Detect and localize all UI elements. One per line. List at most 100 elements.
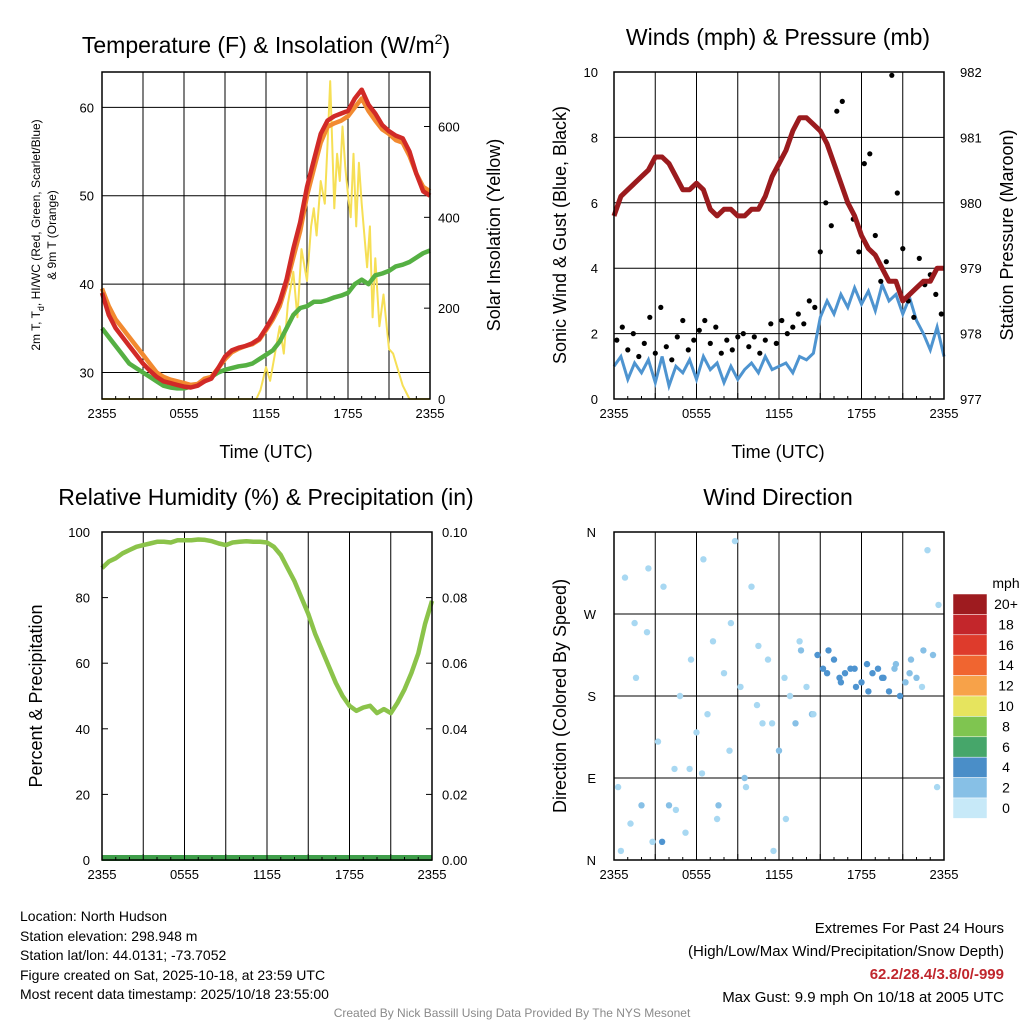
colorbar-label: 20+	[994, 596, 1018, 612]
colorbar-label: 4	[1002, 759, 1010, 775]
y2-tick-label: 0.02	[442, 787, 467, 802]
direction-point	[709, 638, 717, 645]
series-line-td	[100, 248, 431, 391]
series-line-solar-insolation	[102, 80, 430, 400]
humidity-ylabel: Percent & Precipitation	[26, 604, 46, 787]
gust-point	[806, 298, 812, 304]
direction-point	[823, 670, 831, 677]
gust-point	[757, 350, 763, 356]
colorbar-swatch	[952, 654, 988, 676]
direction-point	[672, 806, 680, 814]
y-tick-label: S	[587, 689, 596, 704]
direction-point	[621, 574, 629, 581]
gust-point	[817, 249, 823, 255]
direction-point	[796, 638, 803, 645]
direction-point	[741, 774, 748, 782]
extremes-info: Extremes For Past 24 Hours (High/Low/Max…	[688, 917, 1004, 1009]
y-tick-label: N	[587, 525, 596, 540]
x-tick-label: 1155	[765, 867, 793, 882]
direction-point	[700, 556, 707, 563]
direction-point	[759, 720, 766, 727]
gust-point	[625, 347, 631, 353]
direction-point	[837, 679, 845, 686]
direction-point	[781, 674, 788, 681]
colorbar-swatch	[952, 797, 988, 819]
recent-timestamp: Most recent data timestamp: 2025/10/18 2…	[20, 986, 329, 1002]
gust-point	[652, 350, 658, 356]
gust-point	[933, 291, 939, 297]
gust-point	[669, 357, 675, 363]
x-tick-label: 1755	[847, 406, 876, 421]
y2-tick-label: 977	[960, 392, 982, 407]
y-tick-label: 10	[584, 65, 598, 80]
gust-point	[729, 347, 735, 353]
direction-point	[920, 647, 927, 654]
direction-point	[907, 656, 915, 663]
gust-point	[856, 249, 862, 255]
y-tick-label: 8	[591, 130, 598, 145]
gust-point	[790, 324, 796, 330]
gust-point	[636, 353, 642, 360]
gust-point	[916, 255, 922, 261]
gust-point	[812, 304, 818, 310]
gust-point	[938, 311, 944, 317]
y-tick-label: 6	[591, 196, 598, 211]
direction-point	[726, 747, 733, 754]
gust-point	[784, 331, 790, 337]
direction-point	[658, 838, 666, 845]
temperature-title: Temperature (F) & Insolation (W/m2)	[82, 31, 450, 58]
direction-point	[727, 619, 735, 627]
direction-point	[935, 601, 942, 609]
direction-point	[797, 647, 805, 654]
y2-tick-label: 0.00	[442, 853, 467, 868]
direction-point	[878, 674, 886, 681]
colorbar-label: 0	[1002, 800, 1010, 816]
direction-point	[810, 711, 817, 718]
y-tick-label: 50	[80, 189, 94, 204]
extremes-description: (High/Low/Max Wind/Precipitation/Snow De…	[688, 943, 1004, 960]
direction-point	[892, 660, 900, 668]
y2-tick-label: 981	[960, 130, 982, 145]
direction-point	[913, 674, 920, 681]
colorbar-label: 8	[1002, 718, 1010, 734]
direction-point	[782, 815, 790, 823]
extremes-values: 62.2/28.4/3.8/0/-999	[869, 966, 1004, 983]
direction-point	[632, 674, 640, 681]
y-tick-label: 60	[76, 656, 90, 671]
direction-point	[643, 629, 651, 636]
x-tick-label: 2355	[930, 406, 959, 421]
gust-point	[751, 334, 757, 340]
figure-created: Figure created on Sat, 2025-10-18, at 23…	[20, 966, 326, 983]
direction-point	[649, 838, 656, 845]
colorbar-swatch	[952, 777, 988, 799]
gust-point	[878, 278, 884, 284]
y2-tick-label: 0.10	[442, 525, 467, 540]
direction-point	[631, 619, 638, 627]
colorbar-label: 12	[998, 678, 1014, 694]
humidity-panel: Relative Humidity (%) & Precipitation (i…	[26, 484, 474, 882]
gust-point	[911, 314, 917, 320]
station-latlon: Station lat/lon: 44.0131; -73.7052	[20, 947, 227, 963]
direction-point	[775, 747, 783, 754]
direction-point	[687, 656, 695, 663]
direction-point	[753, 701, 761, 709]
direction-point	[863, 660, 871, 668]
direction-point	[686, 765, 693, 773]
x-tick-label: 2355	[600, 867, 629, 882]
gust-point	[779, 317, 785, 324]
y-tick-label: 40	[80, 277, 94, 292]
colorbar-swatch	[952, 614, 988, 636]
max-gust: Max Gust: 9.9 mph On 10/18 at 2005 UTC	[722, 989, 1004, 1006]
x-tick-label: 0555	[682, 406, 711, 421]
gust-point	[828, 223, 834, 229]
colorbar: 20+ 18 16 14 12 10 8 6 4 2 0	[952, 593, 1018, 819]
gust-point	[861, 161, 867, 167]
direction-point	[885, 688, 893, 695]
y-tick-label: 60	[80, 100, 94, 115]
winds-panel: Winds (mph) & Pressure (mb) 2355 0555 1155…	[550, 24, 1017, 462]
y2-tick-label: 980	[960, 196, 982, 211]
direction-point	[654, 738, 662, 745]
direction-point	[858, 679, 865, 686]
gust-point	[707, 340, 713, 346]
